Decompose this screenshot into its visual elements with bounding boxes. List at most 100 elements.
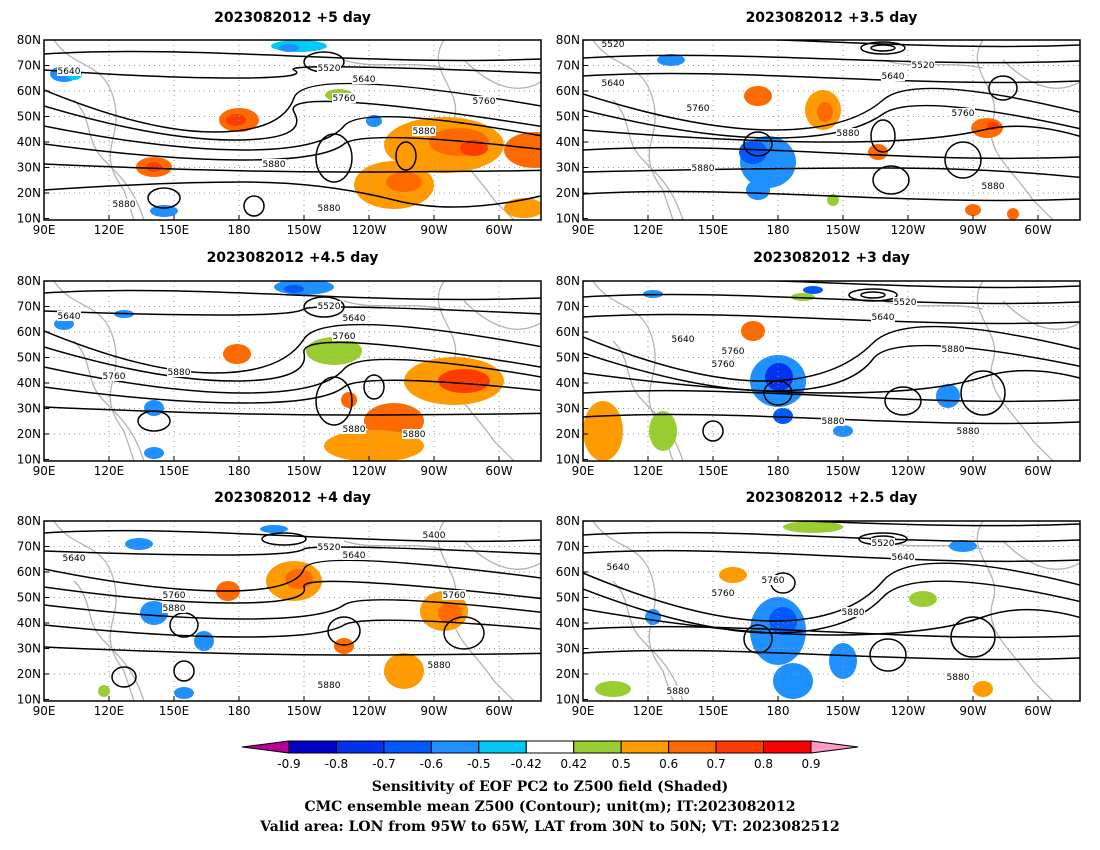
sensitivity-shade (817, 102, 833, 122)
map-panel-4: 5520 5640 5640 5760 5880 5760 5880 5880 80N 70N 60… (556, 274, 1081, 478)
lat-tick-label: 20N (17, 427, 41, 441)
lat-tick-label: 10N (556, 212, 580, 226)
contour-label: 5760 (712, 589, 735, 599)
lon-tick-label: 150E (698, 704, 729, 718)
sensitivity-shade (504, 198, 541, 218)
colorbar-label: -0.42 (511, 757, 542, 771)
z500-contour-closed (443, 616, 485, 650)
lon-tick-label: 150W (287, 223, 322, 237)
map-plot-area: 5640 5520 5640 5760 5760 5880 5880 5880 5880 (44, 31, 564, 220)
contour-label: 5880 (822, 417, 845, 427)
contour-label: 5760 (762, 576, 785, 586)
map-frame (582, 39, 1081, 221)
colorbar: -0.9 -0.8 -0.7 -0.6 -0.5 -0.42 0.42 0.5 0.6 0.7 0.… (241, 740, 859, 771)
lat-tick-label: 30N (17, 161, 41, 175)
map-background (583, 40, 1080, 220)
contour-label: 5880 (343, 425, 366, 435)
lon-tick-label: 60W (485, 464, 512, 478)
z500-contour (44, 31, 564, 38)
lon-tick-label: 60W (485, 704, 512, 718)
lon-tick-label: 60W (1024, 704, 1051, 718)
sensitivity-shade (719, 567, 747, 583)
sensitivity-shade (341, 392, 357, 408)
contour-label: 5880 (113, 200, 136, 210)
sensitivity-shade (334, 638, 354, 654)
z500-contour (44, 66, 541, 79)
lat-tick-label: 40N (17, 135, 41, 149)
coastline (463, 59, 541, 89)
contour-label: 5880 (318, 681, 341, 691)
sensitivity-shade (384, 653, 424, 689)
contour-label: 5640 (882, 72, 905, 82)
z500-contour (583, 531, 1080, 543)
z500-contour-closed (743, 624, 773, 654)
panel-title: 2023082012 +5 day (214, 10, 371, 26)
lat-tick-label: 10N (17, 693, 41, 707)
colorbar-bin (288, 740, 337, 754)
lat-tick-label: 30N (556, 402, 580, 416)
z500-contour (44, 181, 541, 208)
z500-contour (44, 619, 541, 638)
z500-contour-closed (111, 666, 137, 688)
lon-tick-label: 90W (959, 704, 986, 718)
contour-label: 5520 (872, 539, 895, 549)
lat-tick-label: 20N (17, 186, 41, 200)
contour-label: 5880 (263, 160, 286, 170)
sensitivity-shade (765, 363, 793, 391)
lat-tick-label: 30N (17, 642, 41, 656)
contour-label: 5760 (333, 94, 356, 104)
colorbar-bin (383, 740, 432, 754)
lon-tick-label: 90E (572, 223, 595, 237)
sensitivity-shade (746, 180, 770, 200)
sensitivity-shade (649, 411, 677, 451)
contour-label: 5640 (607, 563, 630, 573)
z500-contour-closed (395, 141, 417, 171)
z500-contour (44, 323, 541, 374)
contour-label: 5640 (872, 313, 895, 323)
contour-label: 5880 (957, 427, 980, 437)
contour-label: 5520 (318, 302, 341, 312)
z500-contour (583, 293, 1080, 305)
lat-tick-label: 50N (556, 351, 580, 365)
lat-tick-label: 50N (556, 591, 580, 605)
map-panel-5: 56405520564054005760588057605880588080N7… (17, 512, 564, 718)
contour-label: 5880 (842, 608, 865, 618)
lon-tick-label: 150E (159, 704, 190, 718)
contour-label: 5880 (982, 182, 1005, 192)
lon-tick-label: 90E (33, 704, 56, 718)
lon-tick-label: 90W (420, 704, 447, 718)
lon-tick-label: 120E (633, 223, 664, 237)
sensitivity-shade (803, 286, 823, 294)
sensitivity-shade (773, 408, 793, 424)
coastline (343, 59, 445, 69)
z500-contour (44, 82, 541, 133)
z500-contour (44, 546, 541, 556)
z500-contour-closed (944, 141, 982, 179)
sensitivity-shade (260, 525, 288, 533)
z500-contour-closed (173, 660, 195, 682)
lon-tick-label: 90W (420, 223, 447, 237)
z500-contour (583, 146, 1080, 160)
contour-label: 5760 (333, 332, 356, 342)
contour-label: 5520 (602, 40, 625, 50)
contour-label: 5640 (58, 312, 81, 322)
z500-contour (44, 512, 564, 519)
colorbar-label: 0.42 (560, 757, 587, 771)
lon-tick-label: 120E (633, 464, 664, 478)
contour-label: 5880 (318, 204, 341, 214)
panel-title: 2023082012 +4 day (214, 490, 371, 506)
panel-title: 2023082012 +2.5 day (746, 490, 918, 506)
sensitivity-shade (271, 40, 327, 52)
contour-label: 5640 (63, 554, 86, 564)
z500-contour-closed (303, 296, 345, 318)
contour-label: 5880 (942, 345, 965, 355)
lon-tick-label: 90W (420, 464, 447, 478)
colorbar-label: -0.7 (372, 757, 395, 771)
footer-line1: Sensitivity of EOF PC2 to Z500 field (Sh… (372, 779, 728, 795)
lat-tick-label: 80N (556, 514, 580, 528)
coastline (976, 521, 1054, 701)
colorbar-bin (763, 740, 812, 754)
